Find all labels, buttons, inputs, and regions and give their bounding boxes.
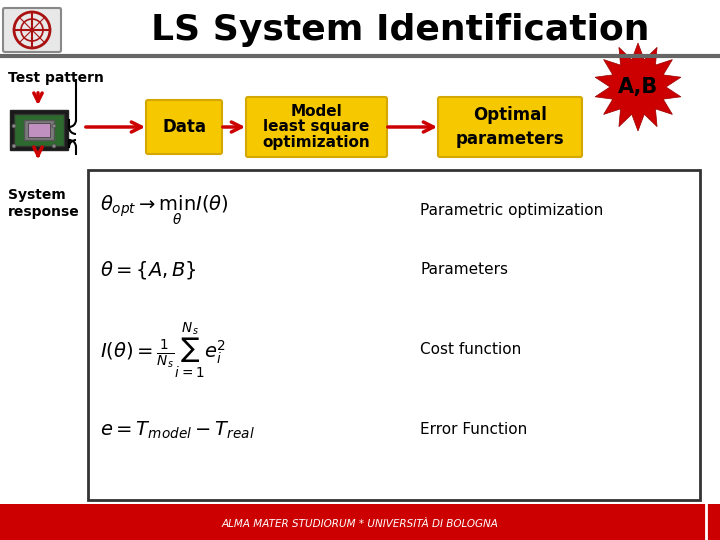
FancyBboxPatch shape <box>88 170 700 500</box>
Bar <box>14 114 64 146</box>
Bar <box>10 110 68 150</box>
Text: ALMA MATER STUDIORUM * UNIVERSITÀ DI BOLOGNA: ALMA MATER STUDIORUM * UNIVERSITÀ DI BOL… <box>222 519 498 529</box>
Text: $\theta = \{A, B\}$: $\theta = \{A, B\}$ <box>100 259 197 281</box>
Text: least square: least square <box>264 119 369 134</box>
Text: Error Function: Error Function <box>420 422 527 437</box>
Text: A,B: A,B <box>618 77 658 97</box>
Text: Parametric optimization: Parametric optimization <box>420 202 603 218</box>
FancyBboxPatch shape <box>246 97 387 157</box>
Text: optimization: optimization <box>263 136 370 151</box>
FancyBboxPatch shape <box>438 97 582 157</box>
Text: Test pattern: Test pattern <box>8 71 104 85</box>
Circle shape <box>52 144 56 148</box>
Text: $\theta_{opt} \rightarrow \min_{\theta} I(\theta)$: $\theta_{opt} \rightarrow \min_{\theta} … <box>100 193 229 227</box>
FancyBboxPatch shape <box>146 100 222 154</box>
Text: $e = T_{model} - T_{real}$: $e = T_{model} - T_{real}$ <box>100 420 255 441</box>
Text: Optimal: Optimal <box>473 106 547 124</box>
Text: Data: Data <box>162 118 206 136</box>
Text: parameters: parameters <box>456 130 564 148</box>
Bar <box>28 123 50 137</box>
Text: LS System Identification: LS System Identification <box>150 13 649 47</box>
Bar <box>24 120 54 140</box>
Text: Cost function: Cost function <box>420 342 521 357</box>
Text: Parameters: Parameters <box>420 262 508 278</box>
Circle shape <box>12 124 16 128</box>
Circle shape <box>12 144 16 148</box>
Bar <box>2 7 62 52</box>
FancyBboxPatch shape <box>3 8 61 52</box>
Circle shape <box>52 124 56 128</box>
Polygon shape <box>595 43 681 131</box>
Text: Model: Model <box>291 105 343 119</box>
Text: System
response: System response <box>8 188 80 219</box>
Text: $I(\theta) = \frac{1}{N_s}\sum_{i=1}^{N_s} e_i^2$: $I(\theta) = \frac{1}{N_s}\sum_{i=1}^{N_… <box>100 320 226 380</box>
Bar <box>0 504 720 540</box>
